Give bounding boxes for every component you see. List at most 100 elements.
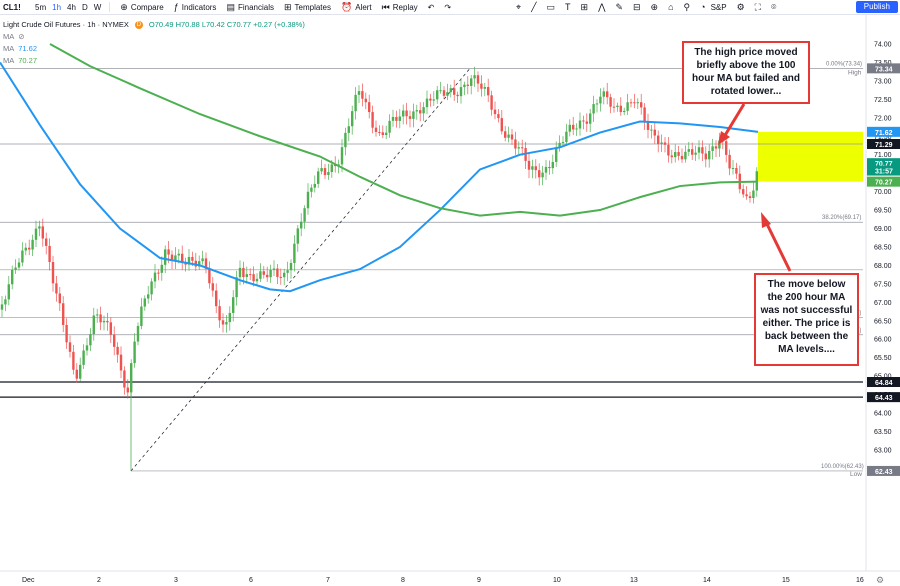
price-tick-label: 69.00	[874, 226, 892, 233]
cursor-icon[interactable]: ⌖	[516, 1, 522, 12]
candle-body	[0, 304, 4, 310]
magnet-icon[interactable]: ⌂	[668, 2, 674, 12]
candle-body	[684, 151, 687, 160]
candle-body	[232, 297, 235, 313]
candle-body	[45, 238, 48, 246]
symbol-title: Light Crude Oil Futures · 1h · NYMEX	[3, 20, 129, 29]
candle-body	[691, 149, 694, 155]
candle-body	[748, 196, 752, 199]
callout-bottom: The move below the 200 hour MA was not s…	[754, 273, 859, 366]
candle-body	[521, 147, 524, 149]
timeframe-4h[interactable]: 4h	[67, 2, 76, 12]
settings-icon[interactable]: ⚙	[736, 1, 745, 12]
price-tick-label: 63.50	[874, 429, 892, 436]
ma-legend-row[interactable]: MA ⊘	[3, 31, 305, 43]
candle-body	[215, 290, 218, 307]
candle-body	[646, 122, 650, 130]
candle-body	[147, 294, 150, 299]
timeframe-1h[interactable]: 1h	[52, 2, 62, 12]
candle-body	[398, 116, 401, 121]
candle-body	[327, 172, 330, 176]
camera-icon[interactable]: ⌾	[770, 1, 777, 12]
indicators-button[interactable]: ƒ Indicators	[174, 2, 217, 12]
undo-button[interactable]: ↶	[428, 3, 435, 12]
candle-body	[412, 111, 415, 119]
candle-body	[415, 110, 418, 112]
sbp-label[interactable]: S&P	[710, 2, 727, 12]
symbol-search[interactable]: CL1!	[3, 2, 21, 12]
price-tick-label: 65.50	[874, 355, 892, 362]
plus-icon: ⊕	[120, 1, 128, 12]
rectangle-icon[interactable]: ▭	[546, 1, 556, 12]
candle-body	[714, 146, 718, 149]
text-icon[interactable]: T	[565, 2, 571, 12]
price-tick-label: 66.50	[874, 318, 892, 325]
ma-legend-row[interactable]: MA 70.27	[3, 55, 305, 67]
candle-body	[500, 118, 503, 132]
candle-body	[286, 270, 289, 273]
zoom-icon[interactable]: ⊕	[650, 1, 659, 12]
candle-body	[442, 90, 446, 96]
candle-body	[21, 250, 24, 263]
candle-body	[24, 247, 27, 251]
fib-icon[interactable]: ⊞	[580, 1, 589, 12]
candle-body	[279, 276, 282, 278]
templates-button[interactable]: ⊞ Templates	[284, 2, 331, 13]
brush-icon[interactable]: ✎	[615, 1, 623, 12]
candle-body	[660, 142, 663, 144]
timeframe-5m[interactable]: 5m	[35, 2, 47, 12]
candle-body	[174, 255, 177, 261]
price-axis-tag	[867, 63, 900, 74]
financials-button[interactable]: ▤ Financials	[226, 2, 274, 13]
candle-body	[504, 131, 507, 138]
candle-body	[551, 161, 554, 169]
compare-button[interactable]: ⊕ Compare	[120, 2, 163, 13]
fullscreen-icon[interactable]: ⛶	[754, 1, 761, 12]
time-tick-label: 7	[326, 577, 330, 584]
measure-icon[interactable]: ⊟	[633, 1, 641, 12]
candle-body	[208, 268, 211, 284]
callout-top: The high price moved briefly above the 1…	[682, 41, 810, 104]
time-tick-label: 8	[401, 577, 405, 584]
price-tick-label: 67.50	[874, 281, 892, 288]
candle-body	[218, 306, 221, 321]
candle-body	[160, 264, 163, 273]
price-axis-tag-text: 64.84	[875, 380, 893, 387]
timeframe-w[interactable]: W	[93, 2, 102, 12]
candle-body	[357, 91, 361, 95]
publish-button[interactable]: Publish	[855, 1, 898, 13]
chart-legend: Light Crude Oil Futures · 1h · NYMEX D O…	[3, 19, 305, 67]
candle-body	[123, 370, 126, 388]
candle-body	[79, 364, 82, 379]
lock-icon[interactable]: ⚲	[683, 1, 691, 12]
candles	[0, 66, 758, 399]
candle-body	[582, 120, 585, 122]
redo-button[interactable]: ↷	[444, 3, 451, 12]
ma-value: 71.62	[18, 44, 38, 53]
candle-body	[463, 84, 466, 88]
candle-body	[459, 87, 463, 97]
candle-body	[119, 354, 123, 371]
candle-body	[752, 190, 755, 199]
settings-icon[interactable]: ⚙	[876, 576, 884, 586]
replay-button[interactable]: ⏮ Replay	[382, 2, 418, 13]
candle-body	[41, 226, 44, 239]
candle-body	[85, 345, 89, 351]
alert-button[interactable]: ⏰ Alert	[341, 2, 372, 13]
timeframe-d[interactable]: D	[81, 2, 88, 12]
sbp-icon[interactable]: ◔	[700, 2, 706, 12]
candle-body	[701, 147, 704, 154]
ma-legend-row[interactable]: MA 71.62	[3, 43, 305, 55]
trendline-icon[interactable]: ╱	[531, 1, 537, 12]
candle-body	[558, 142, 561, 148]
candle-body	[507, 134, 510, 138]
price-tick-label: 64.00	[874, 411, 892, 418]
price-axis-tag	[867, 126, 900, 137]
candle-body	[657, 135, 660, 144]
candle-body	[633, 102, 636, 104]
candle-body	[368, 102, 371, 113]
candle-body	[96, 314, 99, 316]
hidden-icon[interactable]: ⊘	[18, 32, 25, 41]
pattern-icon[interactable]: ⋀	[598, 1, 606, 12]
